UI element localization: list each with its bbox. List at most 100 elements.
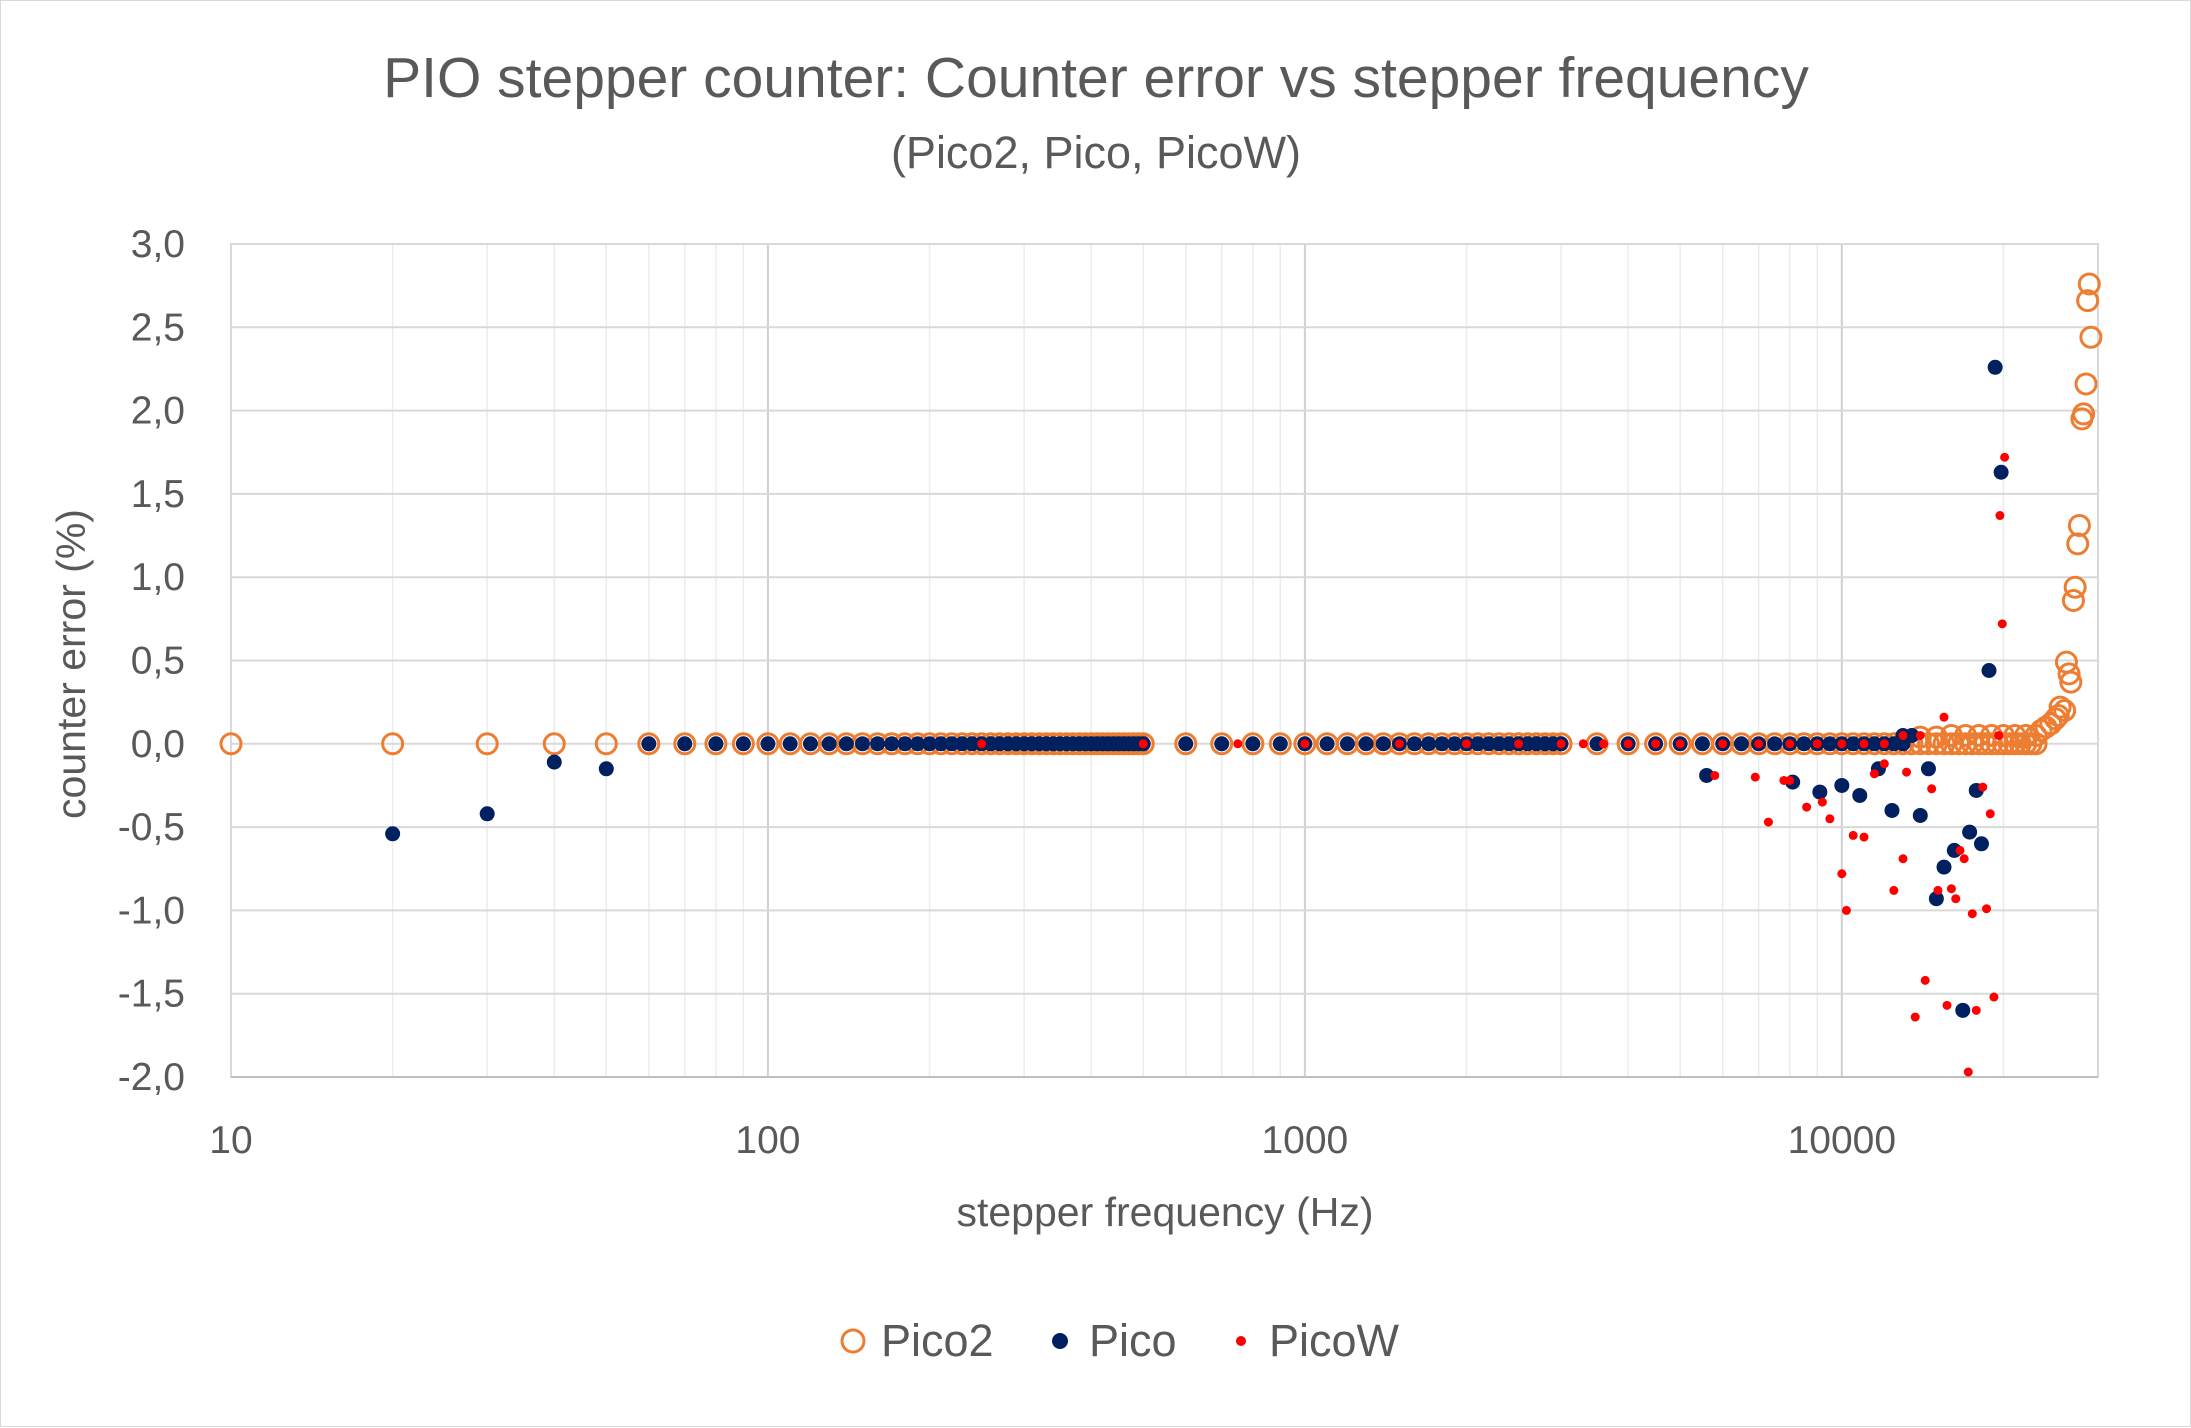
data-point bbox=[1985, 809, 1995, 819]
data-point bbox=[2014, 723, 2038, 747]
data-point bbox=[1982, 904, 1992, 914]
data-point bbox=[1987, 359, 2003, 375]
data-point bbox=[1946, 884, 1956, 894]
data-point bbox=[2046, 703, 2070, 727]
y-tick-label: 0,0 bbox=[131, 723, 185, 766]
data-point bbox=[1995, 511, 2005, 521]
data-point bbox=[782, 736, 798, 752]
data-point bbox=[1859, 739, 1869, 749]
data-point bbox=[1694, 736, 1710, 752]
data-point bbox=[2067, 514, 2091, 538]
data-point bbox=[897, 736, 913, 752]
data-point bbox=[1434, 736, 1450, 752]
data-point bbox=[1997, 619, 2007, 629]
data-point bbox=[1884, 802, 1900, 818]
data-point bbox=[1902, 767, 1912, 777]
data-point bbox=[1904, 727, 1920, 743]
data-point bbox=[922, 736, 938, 752]
data-point bbox=[1859, 832, 1869, 842]
y-axis-title: counter error (%) bbox=[48, 509, 94, 819]
y-tick-label: 1,5 bbox=[131, 473, 185, 516]
data-point bbox=[1841, 905, 1851, 915]
data-point bbox=[2000, 452, 2010, 462]
data-point bbox=[1967, 723, 1991, 747]
data-point bbox=[1241, 732, 1265, 756]
data-point bbox=[2072, 402, 2096, 426]
data-point bbox=[870, 736, 886, 752]
data-point bbox=[1178, 736, 1194, 752]
data-point bbox=[1898, 854, 1908, 864]
data-point bbox=[1481, 736, 1497, 752]
data-point bbox=[1822, 736, 1838, 752]
data-point bbox=[1623, 739, 1633, 749]
data-point bbox=[1358, 736, 1374, 752]
data-point bbox=[933, 736, 949, 752]
data-point bbox=[1214, 736, 1230, 752]
data-point bbox=[1300, 739, 1310, 749]
series-pico2 bbox=[219, 272, 2103, 756]
data-point bbox=[1470, 736, 1486, 752]
data-point bbox=[1848, 830, 1858, 840]
data-point bbox=[1514, 739, 1524, 749]
legend-marker-picow bbox=[1236, 1336, 1246, 1346]
data-point bbox=[1963, 1067, 1973, 1077]
data-point bbox=[1675, 739, 1685, 749]
data-point bbox=[637, 732, 661, 756]
x-tick-label: 100 bbox=[735, 1119, 800, 1162]
data-point bbox=[1837, 869, 1847, 879]
data-point bbox=[2076, 289, 2100, 313]
legend-label-pico: Pico bbox=[1089, 1315, 1177, 1366]
data-point bbox=[673, 732, 697, 756]
legend-item-picow: PicoW bbox=[1236, 1315, 1400, 1366]
data-point bbox=[708, 736, 724, 752]
x-tick-label: 1000 bbox=[1261, 1119, 1348, 1162]
data-point bbox=[884, 736, 900, 752]
x-axis-title: stepper frequency (Hz) bbox=[956, 1189, 1373, 1235]
data-point bbox=[1796, 736, 1812, 752]
data-point bbox=[1978, 782, 1988, 792]
data-point bbox=[1920, 975, 1930, 985]
data-point bbox=[1852, 787, 1868, 803]
data-point bbox=[731, 732, 755, 756]
data-point bbox=[854, 736, 870, 752]
data-point bbox=[1812, 739, 1822, 749]
data-point bbox=[1802, 802, 1812, 812]
plot-area bbox=[230, 243, 2099, 1078]
data-point bbox=[1959, 854, 1969, 864]
data-point bbox=[1869, 769, 1879, 779]
data-point bbox=[1920, 761, 1936, 777]
data-point bbox=[802, 736, 818, 752]
data-point bbox=[1912, 807, 1928, 823]
data-point bbox=[2057, 662, 2081, 686]
data-point bbox=[1733, 736, 1749, 752]
data-point bbox=[1785, 775, 1795, 785]
data-point bbox=[1339, 736, 1355, 752]
data-point bbox=[910, 736, 926, 752]
data-point bbox=[1951, 894, 1961, 904]
data-point bbox=[1268, 732, 1292, 756]
data-point bbox=[381, 732, 405, 756]
data-point bbox=[1394, 739, 1404, 749]
data-point bbox=[1834, 777, 1850, 793]
data-point bbox=[641, 736, 657, 752]
chart-title: PIO stepper counter: Counter error vs st… bbox=[383, 46, 1809, 110]
data-point bbox=[1971, 1005, 1981, 1015]
x-tick-labels: 10 100 1000 10000 bbox=[209, 1119, 1896, 1162]
data-point bbox=[1668, 732, 1692, 756]
data-point bbox=[1319, 736, 1335, 752]
data-point bbox=[1589, 736, 1605, 752]
data-point bbox=[2061, 589, 2085, 613]
data-point bbox=[2059, 670, 2083, 694]
chart-subtitle: (Pico2, Pico, PicoW) bbox=[891, 127, 1301, 178]
data-point bbox=[1845, 736, 1861, 752]
data-point bbox=[1767, 736, 1783, 752]
data-point bbox=[1962, 824, 1978, 840]
data-point bbox=[546, 754, 562, 770]
data-point bbox=[1421, 736, 1437, 752]
data-point bbox=[1991, 723, 2015, 747]
data-point bbox=[1272, 736, 1288, 752]
data-point bbox=[1763, 817, 1773, 827]
data-point bbox=[677, 736, 693, 752]
